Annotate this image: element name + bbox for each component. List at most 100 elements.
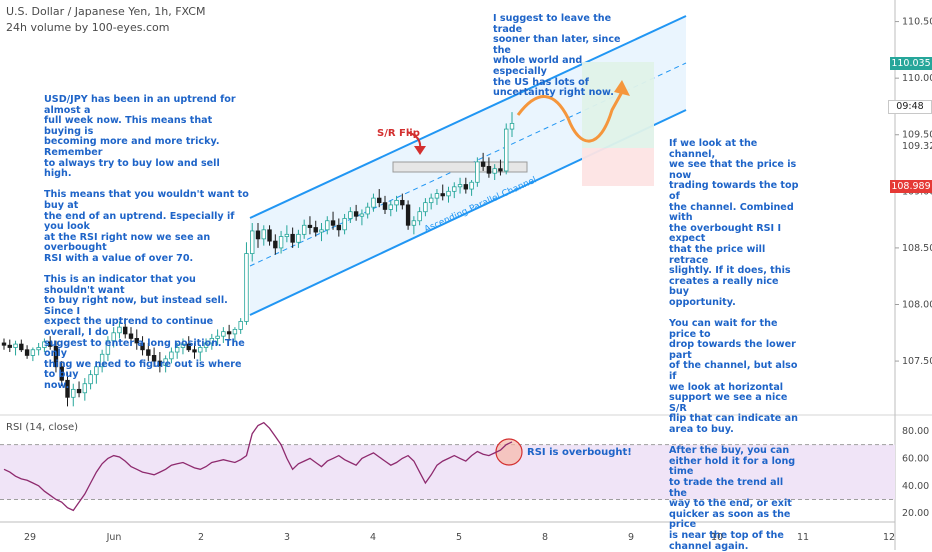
time-tag: 09:48	[888, 100, 932, 114]
rsi-axis-ticks: 20.00 40.00 60.00 80.00	[902, 426, 929, 519]
candle-body	[411, 220, 417, 226]
candle-body	[71, 388, 76, 398]
candle-body	[319, 229, 324, 233]
candle-body	[105, 340, 111, 355]
sr-flip-arrowhead	[414, 146, 426, 155]
candle-body	[504, 128, 509, 172]
note-left: USD/JPY has been in an uptrend for almos…	[44, 94, 249, 392]
price-tick-label: 109.500	[902, 130, 932, 141]
rsi-tick-label: 40.00	[902, 481, 929, 492]
candle-body	[76, 388, 82, 394]
candle-body	[24, 349, 30, 356]
channel-upper-line[interactable]	[249, 15, 687, 219]
candle-body	[99, 353, 105, 368]
candle-body	[307, 224, 313, 228]
stop-price-tag: 108.989	[890, 180, 932, 193]
candle-body	[290, 233, 295, 243]
candlestick-series	[1, 112, 515, 407]
candle-body	[296, 233, 301, 243]
rsi-overbought-label: RSI is overbought!	[527, 447, 632, 458]
candle-body	[498, 168, 503, 172]
sr-flip-label: S/R Flip	[377, 128, 420, 139]
candle-body	[336, 224, 342, 231]
candle-body	[140, 342, 145, 351]
candle-body	[169, 351, 174, 360]
rsi-tick-label: 20.00	[902, 508, 929, 519]
time-tick-label: 2	[197, 532, 205, 543]
note-right: If we look at the channel, we see that t…	[669, 138, 799, 552]
candle-body	[117, 326, 122, 334]
candle-body	[30, 349, 36, 356]
candle-body	[221, 331, 226, 337]
rsi-line	[3, 421, 513, 512]
candle-body	[440, 193, 445, 197]
rsi-overbought-band	[0, 444, 895, 500]
candle-body	[1, 342, 7, 346]
price-tick-label: 108.500	[902, 243, 932, 254]
chart-title: U.S. Dollar / Japanese Yen, 1h, FXCM	[6, 5, 206, 18]
candle-body	[59, 366, 64, 381]
candle-body	[261, 229, 266, 240]
candle-body	[365, 206, 370, 215]
candle-body	[486, 166, 492, 174]
candle-body	[492, 168, 497, 174]
stop-zone[interactable]	[582, 148, 654, 186]
candle-body	[250, 230, 255, 254]
candle-body	[313, 227, 318, 233]
candle-body	[353, 211, 359, 217]
candle-body	[88, 374, 93, 385]
candle-body	[463, 184, 469, 190]
candle-body	[428, 197, 434, 204]
candle-body	[19, 343, 24, 351]
candle-body	[13, 343, 18, 348]
candle-body	[330, 220, 336, 226]
time-tick-label: 4	[369, 532, 377, 543]
rsi-tick-label: 80.00	[902, 426, 929, 437]
candle-body	[244, 253, 249, 322]
candle-body	[226, 331, 232, 335]
candle-body	[151, 355, 157, 362]
candle-body	[480, 161, 486, 167]
candle-body	[394, 199, 399, 206]
candle-body	[284, 233, 290, 237]
time-tick-label: 8	[541, 532, 549, 543]
candle-body	[278, 236, 284, 249]
sr-flip-box[interactable]	[392, 161, 528, 173]
candle-body	[475, 161, 480, 183]
price-tick-label: 110.000	[902, 73, 932, 84]
candle-body	[348, 211, 353, 219]
rsi-panel-label: RSI (14, close)	[6, 422, 79, 433]
candle-body	[65, 379, 70, 398]
candle-body	[434, 193, 440, 199]
candle-body	[469, 181, 474, 190]
time-tick-label: 3	[283, 532, 291, 543]
candle-body	[377, 197, 382, 204]
candle-body	[423, 202, 428, 213]
candle-body	[7, 344, 12, 348]
candle-body	[53, 345, 59, 368]
candle-body	[301, 224, 307, 235]
candle-body	[42, 341, 47, 348]
price-tick-label: 110.500	[902, 17, 932, 28]
target-zone[interactable]	[582, 62, 654, 148]
time-tick-label: 9	[627, 532, 635, 543]
candle-body	[267, 229, 272, 242]
candle-body	[192, 349, 197, 353]
candle-body	[359, 213, 365, 217]
candle-body	[180, 343, 186, 348]
candle-body	[405, 204, 411, 226]
candle-body	[446, 190, 451, 197]
projection-arrowhead	[614, 80, 630, 96]
candle-body	[325, 220, 330, 231]
candle-body	[215, 335, 220, 339]
time-tick-label: 10	[710, 532, 724, 543]
price-tick-label: 107.500	[902, 356, 932, 367]
candle-body	[174, 347, 180, 353]
candle-body	[400, 199, 405, 206]
price-tick-label: 108.000	[902, 299, 932, 310]
projection-path[interactable]	[516, 91, 624, 143]
candle-body	[111, 332, 116, 342]
time-tick-label: 29	[23, 532, 37, 543]
time-tick-label: 5	[455, 532, 463, 543]
